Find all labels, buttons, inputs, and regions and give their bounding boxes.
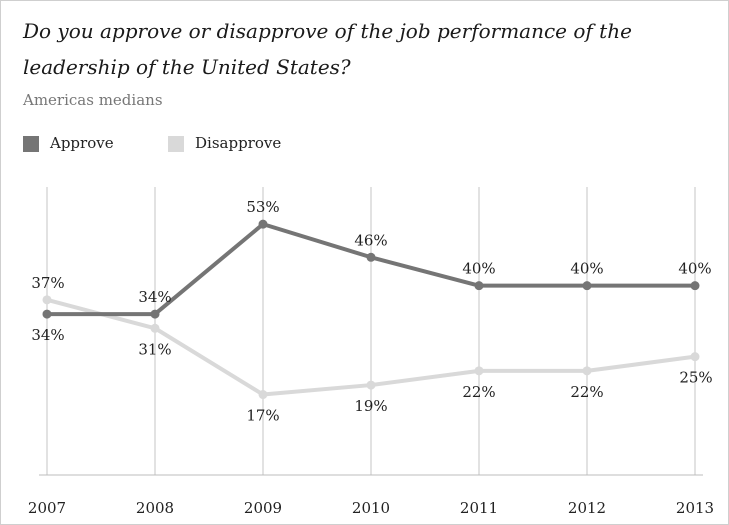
legend-label-disapprove: Disapprove [195,134,282,152]
data-point-disapprove-2011 [474,366,484,376]
data-label-disapprove-2010: 19% [354,397,387,415]
legend-swatch-disapprove [168,136,184,152]
x-tick-label-2011: 2011 [460,499,498,517]
data-label-approve-2013: 40% [678,260,711,278]
data-point-disapprove-2012 [582,366,592,376]
data-point-disapprove-2010 [366,380,376,390]
legend-label-approve: Approve [50,134,114,152]
data-point-disapprove-2009 [258,390,268,400]
x-tick-label-2009: 2009 [244,499,282,517]
data-point-approve-2013 [690,281,700,291]
data-point-disapprove-2013 [690,352,700,362]
x-tick-label-2008: 2008 [136,499,174,517]
data-label-approve-2012: 40% [570,260,603,278]
legend-swatch-approve [23,136,39,152]
data-label-approve-2009: 53% [246,198,279,216]
data-point-disapprove-2007 [42,295,52,305]
data-point-approve-2009 [258,219,268,229]
x-tick-label-2010: 2010 [352,499,390,517]
chart-title: Do you approve or disapprove of the job … [23,19,632,79]
data-label-disapprove-2007: 37% [31,274,64,292]
x-tick-label-2007: 2007 [28,499,66,517]
data-label-approve-2008: 34% [138,288,171,306]
data-point-approve-2008 [150,309,160,319]
data-label-disapprove-2011: 22% [462,383,495,401]
data-point-approve-2007 [42,309,52,319]
x-tick-label-2012: 2012 [568,499,606,517]
data-point-disapprove-2008 [150,323,160,333]
data-label-approve-2007: 34% [31,326,64,344]
data-label-disapprove-2013: 25% [679,369,712,387]
data-label-disapprove-2009: 17% [246,407,279,425]
data-label-disapprove-2008: 31% [138,340,171,358]
data-label-approve-2011: 40% [462,260,495,278]
data-label-approve-2010: 46% [354,231,387,249]
data-point-approve-2012 [582,281,592,291]
chart-subtitle: Americas medians [23,91,163,109]
x-tick-label-2013: 2013 [676,499,714,517]
data-point-approve-2011 [474,281,484,291]
data-point-approve-2010 [366,252,376,262]
data-label-disapprove-2012: 22% [570,383,603,401]
